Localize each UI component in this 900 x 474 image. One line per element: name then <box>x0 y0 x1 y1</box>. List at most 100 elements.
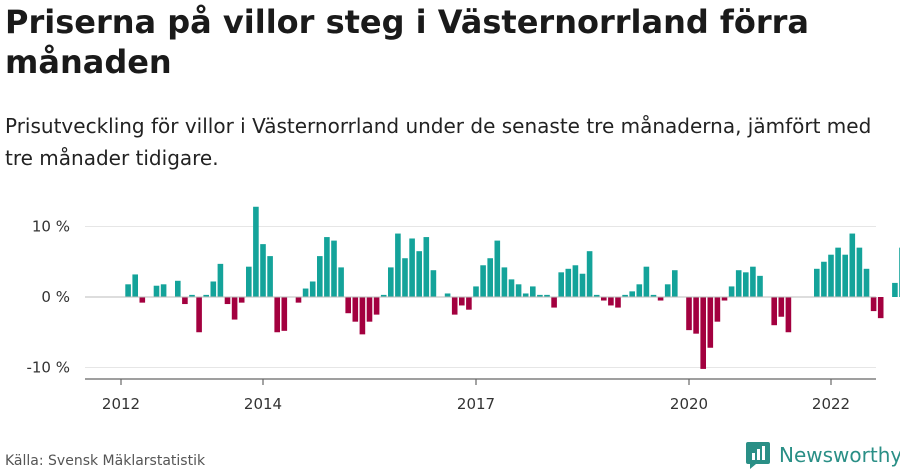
data-bar <box>714 297 721 322</box>
data-bar <box>608 297 614 306</box>
data-bar <box>309 281 316 297</box>
data-bar <box>743 272 749 297</box>
data-bar <box>189 294 195 297</box>
data-bar <box>558 272 564 297</box>
data-bar <box>217 263 224 297</box>
data-bar <box>728 286 735 297</box>
data-bar <box>735 270 742 297</box>
data-bar <box>643 266 650 297</box>
data-bar <box>317 256 323 297</box>
data-bar <box>331 240 337 297</box>
brand-logo[interactable]: Newsworthy <box>745 440 900 470</box>
data-bar <box>210 281 217 297</box>
data-bar <box>593 294 600 297</box>
data-bar <box>778 297 785 317</box>
data-bar <box>537 294 543 297</box>
data-bar <box>125 284 131 297</box>
data-bar <box>856 247 863 297</box>
x-tick-label: 2014 <box>244 395 282 413</box>
data-bar <box>522 293 529 297</box>
data-bar <box>615 297 621 308</box>
data-bar <box>153 285 160 297</box>
data-bar <box>515 284 522 297</box>
chart-subtitle: Prisutveckling för villor i Västernorrla… <box>5 114 872 170</box>
bar-chart: -10 %0 %10 %201220142017202020223 % <box>26 206 900 413</box>
data-bar <box>657 297 664 301</box>
data-bar <box>302 288 309 297</box>
data-bar <box>821 261 827 297</box>
data-bar <box>877 297 884 319</box>
data-bar <box>863 268 870 297</box>
data-bar <box>473 286 479 297</box>
data-bar <box>160 284 167 297</box>
data-bar <box>231 297 238 320</box>
data-bar <box>544 294 550 297</box>
source-note: Källa: Svensk Mäklarstatistik <box>5 453 206 469</box>
data-bar <box>466 297 472 310</box>
data-bar <box>402 258 408 297</box>
data-bar <box>771 297 777 326</box>
data-bar <box>345 297 351 314</box>
data-bar <box>572 265 579 297</box>
y-tick-label: 10 % <box>32 218 70 236</box>
data-bar <box>828 254 834 297</box>
data-bar <box>416 251 422 297</box>
data-bar <box>281 297 288 331</box>
data-bar <box>238 297 245 303</box>
x-tick-label: 2022 <box>812 395 850 413</box>
data-bar <box>892 282 898 297</box>
data-bar <box>601 297 607 301</box>
chart-title: Priserna på villor steg i Västernorrland… <box>5 3 809 81</box>
data-bar <box>380 294 387 297</box>
data-bar <box>622 294 628 297</box>
data-bar <box>246 266 252 297</box>
data-bar <box>175 280 181 297</box>
data-bar <box>295 297 302 303</box>
data-bar <box>664 284 671 297</box>
brand-name: Newsworthy <box>779 443 900 467</box>
data-bar <box>388 267 394 297</box>
data-bar <box>508 279 515 297</box>
data-bar <box>253 206 259 297</box>
newsworthy-logo-icon <box>746 442 770 469</box>
data-bar <box>565 268 572 297</box>
data-bar <box>530 286 536 297</box>
data-bar <box>324 237 330 297</box>
data-bar <box>274 297 280 333</box>
x-tick-label: 2017 <box>457 395 495 413</box>
data-bar <box>203 294 209 297</box>
data-bar <box>224 297 231 305</box>
data-bar <box>366 297 373 322</box>
data-bar <box>487 258 493 297</box>
data-bar <box>870 297 877 312</box>
data-bar <box>636 284 643 297</box>
data-bar <box>693 297 699 334</box>
data-bar <box>579 273 586 297</box>
data-bar <box>196 297 202 333</box>
data-bar <box>373 297 380 315</box>
data-bar <box>139 297 146 303</box>
data-bar <box>707 297 714 348</box>
data-bar <box>260 244 266 297</box>
data-bar <box>842 254 848 297</box>
data-bar <box>459 297 465 306</box>
data-bar <box>814 268 820 297</box>
data-bar <box>451 297 458 315</box>
data-bar <box>338 267 344 297</box>
data-bar <box>182 297 188 305</box>
data-bar <box>395 233 401 297</box>
data-bar <box>444 293 451 297</box>
x-tick-label: 2020 <box>670 395 708 413</box>
data-bar <box>686 297 692 331</box>
data-bar <box>700 297 706 369</box>
data-bar <box>423 237 430 297</box>
data-bar <box>132 274 138 297</box>
data-bar <box>785 297 792 333</box>
data-bar <box>267 256 273 297</box>
data-bar <box>650 294 657 297</box>
data-bar <box>480 265 486 297</box>
data-bar <box>672 270 678 297</box>
data-bar <box>757 275 763 297</box>
y-tick-label: -10 % <box>26 359 70 377</box>
data-bar <box>409 238 415 297</box>
